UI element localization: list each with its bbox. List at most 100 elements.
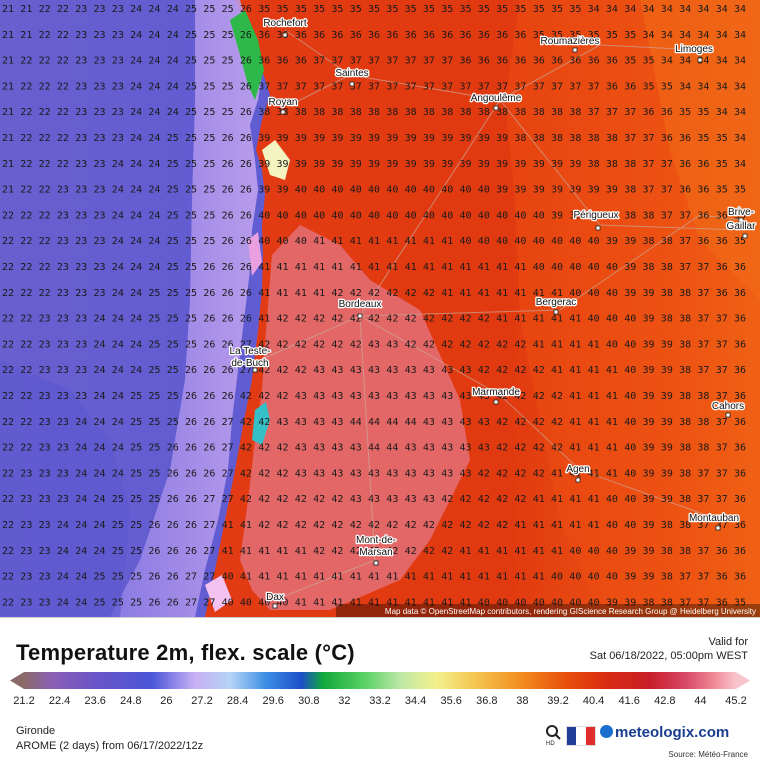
grid-value: 24 [94,391,106,402]
grid-value: 39 [643,391,655,402]
grid-value: 22 [39,210,51,221]
grid-value: 36 [478,30,490,41]
grid-value: 39 [533,159,545,170]
grid-value: 40 [423,210,435,221]
grid-value: 36 [386,30,398,41]
grid-value: 41 [533,572,545,583]
city-marker [738,217,744,223]
grid-value: 43 [331,365,343,376]
grid-value: 39 [441,133,453,144]
grid-value: 38 [460,107,472,118]
grid-value: 34 [734,56,746,67]
grid-value: 23 [39,520,51,531]
grid-value: 23 [57,210,69,221]
grid-value: 39 [295,133,307,144]
grid-value: 23 [94,81,106,92]
grid-value: 23 [39,572,51,583]
grid-value: 41 [514,262,526,273]
grid-value: 34 [606,4,618,15]
grid-value: 22 [2,210,14,221]
grid-value: 38 [295,107,307,118]
grid-value: 43 [331,443,343,454]
grid-value: 42 [350,339,362,350]
grid-value: 41 [569,443,581,454]
grid-value: 40 [368,210,380,221]
grid-value: 23 [57,262,69,273]
temperature-map[interactable]: 21 21 22 22 23 23 23 24 24 24 25 25 25 26 35 35 35 35 35 35… [0,0,760,617]
grid-value: 39 [295,159,307,170]
grid-value: 35 [295,4,307,15]
grid-value: 43 [460,391,472,402]
grid-value: 25 [130,546,142,557]
grid-value: 26 [203,339,215,350]
grid-value: 35 [350,4,362,15]
grid-value: 38 [441,107,453,118]
grid-value: 42 [405,520,417,531]
grid-value: 39 [313,133,325,144]
city-marker [252,367,258,373]
grid-value: 37 [697,365,709,376]
city-marker [493,399,499,405]
gironde-estuary [262,140,290,180]
grid-value: 41 [313,262,325,273]
grid-value: 37 [697,572,709,583]
grid-value: 22 [20,365,32,376]
grid-value: 43 [350,365,362,376]
grid-value: 22 [39,288,51,299]
grid-value: 25 [148,468,160,479]
grid-value: 22 [20,56,32,67]
scale-tick: 35.6 [440,695,462,707]
grid-value: 40 [478,597,490,608]
grid-value: 23 [57,288,69,299]
grid-value: 24 [130,81,142,92]
grid-value: 40 [478,185,490,196]
grid-value: 25 [185,81,197,92]
grid-value: 40 [514,210,526,221]
grid-value: 42 [460,494,472,505]
grid-value: 26 [203,443,215,454]
brand-logo[interactable]: meteologix.com [600,724,729,741]
grid-value: 43 [441,443,453,454]
grid-value: 27 [203,572,215,583]
hd-search-icon[interactable]: HD [544,724,562,746]
grid-value: 38 [624,159,636,170]
grid-value: 27 [222,417,234,428]
grid-value: 42 [496,365,508,376]
grid-value: 37 [697,597,709,608]
city-label: Bergerac [536,297,577,308]
grid-value: 23 [39,314,51,325]
grid-value: 36 [734,443,746,454]
grid-value: 43 [441,391,453,402]
grid-value: 34 [716,30,728,41]
grid-value: 25 [185,185,197,196]
grid-value: 36 [661,133,673,144]
grid-value: 41 [533,520,545,531]
grid-value: 39 [313,159,325,170]
grid-value: 40 [606,314,618,325]
grid-value: 23 [75,262,87,273]
grid-value: 42 [350,520,362,531]
grid-value: 22 [20,443,32,454]
grid-value: 36 [716,597,728,608]
grid-value: 40 [386,210,398,221]
grid-value: 41 [295,597,307,608]
grid-value: 24 [130,236,142,247]
grid-value: 38 [533,133,545,144]
grid-value: 22 [39,262,51,273]
grid-value: 38 [514,107,526,118]
grid-value: 24 [112,417,124,428]
grid-value: 35 [697,107,709,118]
grid-value: 35 [734,210,746,221]
grid-value: 43 [313,365,325,376]
grid-value: 35 [716,159,728,170]
grid-value: 35 [643,56,655,67]
grid-value: 42 [496,417,508,428]
grid-value: 36 [368,30,380,41]
scale-tick: 29.6 [262,695,284,707]
grid-value: 41 [423,572,435,583]
grid-value: 26 [222,185,234,196]
grid-value: 41 [386,597,398,608]
grid-value: 36 [258,56,270,67]
grid-value: 36 [734,494,746,505]
grid-value: 39 [514,185,526,196]
